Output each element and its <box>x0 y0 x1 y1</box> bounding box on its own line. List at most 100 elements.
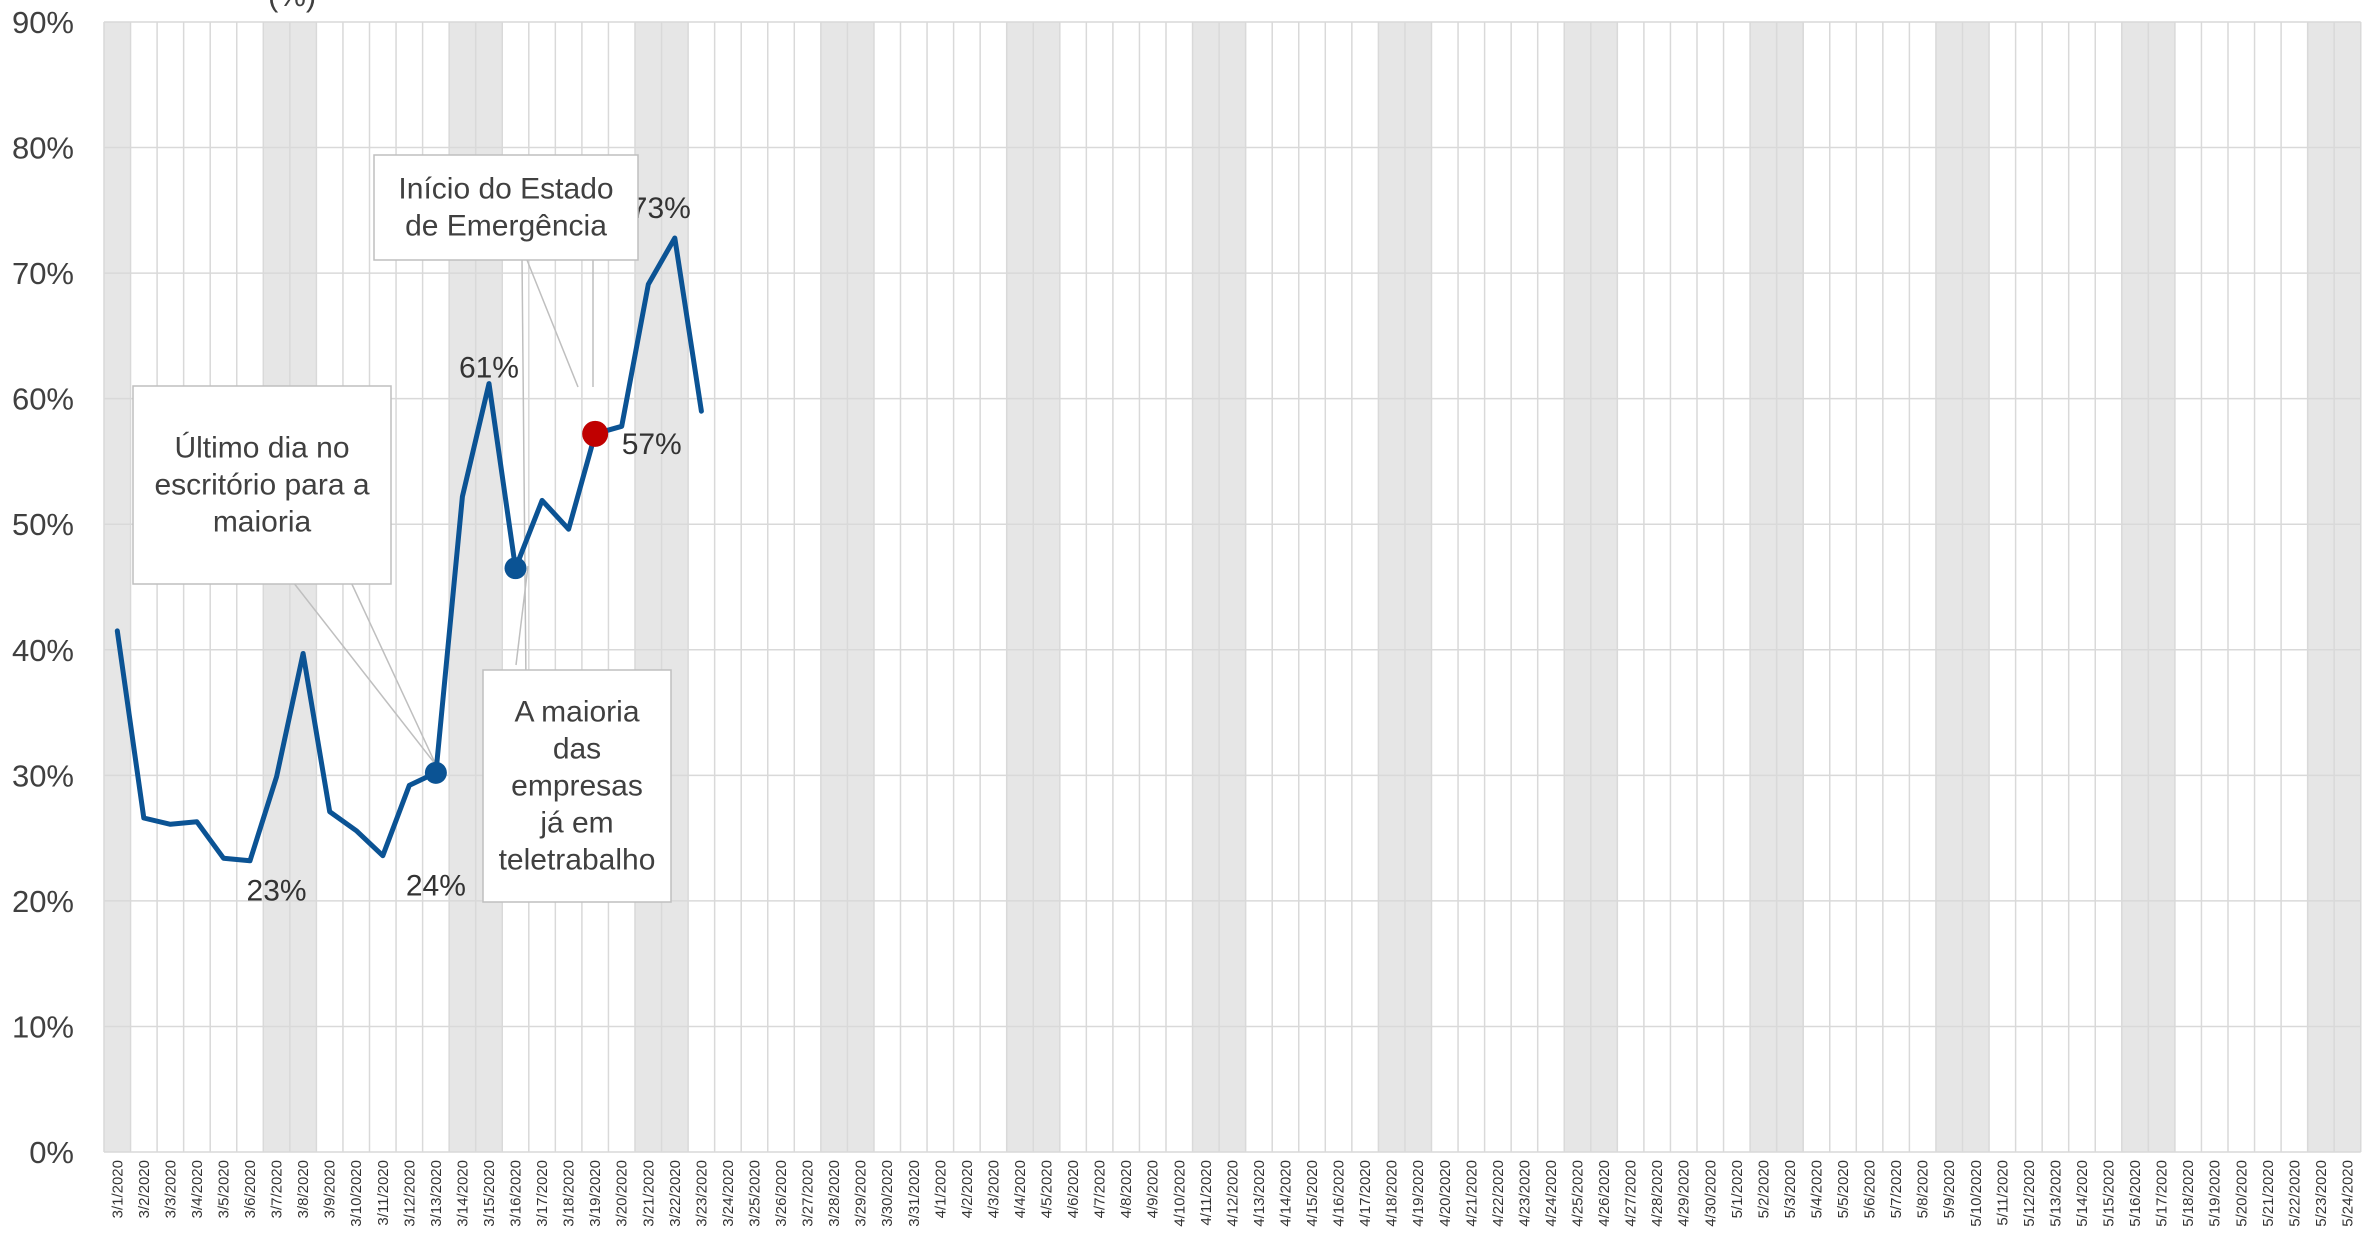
data-label: 57% <box>622 428 682 461</box>
x-tick-label: 4/2/2020 <box>959 1160 976 1218</box>
x-tick-label: 5/24/2020 <box>2339 1160 2356 1227</box>
x-tick-label: 3/25/2020 <box>746 1160 763 1227</box>
x-tick-label: 4/24/2020 <box>1543 1160 1560 1227</box>
x-tick-label: 5/13/2020 <box>2047 1160 2064 1227</box>
x-tick-label: 4/4/2020 <box>1012 1160 1029 1218</box>
x-tick-label: 3/14/2020 <box>454 1160 471 1227</box>
data-label: 73% <box>631 192 691 225</box>
x-tick-label: 3/9/2020 <box>322 1160 339 1218</box>
y-tick-label: 80% <box>12 131 74 166</box>
x-tick-label: 3/23/2020 <box>693 1160 710 1227</box>
x-tick-label: 5/8/2020 <box>1915 1160 1932 1218</box>
x-tick-label: 5/11/2020 <box>1994 1160 2011 1226</box>
x-tick-label: 3/12/2020 <box>401 1160 418 1227</box>
leader-line <box>526 259 579 388</box>
x-tick-label: 4/9/2020 <box>1145 1160 1162 1218</box>
x-tick-label: 5/7/2020 <box>1888 1160 1905 1218</box>
x-tick-label: 4/8/2020 <box>1118 1160 1135 1218</box>
data-label: 24% <box>406 870 466 903</box>
x-tick-label: 4/13/2020 <box>1251 1160 1268 1227</box>
leader-line <box>515 565 529 666</box>
x-tick-label: 3/18/2020 <box>561 1160 578 1227</box>
callout-text: das <box>553 733 601 766</box>
x-tick-label: 5/18/2020 <box>2180 1160 2197 1227</box>
data-point-marker <box>582 420 609 447</box>
x-tick-label: 4/15/2020 <box>1304 1160 1321 1227</box>
x-tick-label: 3/16/2020 <box>508 1160 525 1227</box>
x-tick-label: 4/17/2020 <box>1357 1160 1374 1227</box>
x-tick-label: 5/1/2020 <box>1729 1160 1746 1218</box>
callout-text: Início do Estado <box>398 173 613 206</box>
x-tick-label: 3/6/2020 <box>242 1160 259 1218</box>
x-tick-label: 4/1/2020 <box>932 1160 949 1218</box>
x-tick-label: 4/20/2020 <box>1437 1160 1454 1227</box>
callout-box <box>132 385 392 585</box>
x-tick-label: 4/28/2020 <box>1649 1160 1666 1227</box>
x-tick-label: 5/10/2020 <box>1968 1160 1985 1227</box>
x-tick-label: 4/12/2020 <box>1224 1160 1241 1227</box>
leader-line <box>349 579 437 766</box>
y-axis-ticks: 0% 10% 20% 30% 40% 50% 60% 70% 80% 90% <box>12 5 74 1170</box>
x-tick-label: 5/15/2020 <box>2101 1160 2118 1227</box>
x-tick-label: 4/5/2020 <box>1039 1160 1056 1218</box>
x-tick-label: 3/1/2020 <box>109 1160 126 1218</box>
x-tick-label: 4/27/2020 <box>1623 1160 1640 1227</box>
callout-text: escritório para a <box>154 469 369 502</box>
x-tick-label: 3/11/2020 <box>375 1160 392 1226</box>
callout-text: já em <box>539 807 613 840</box>
leader-line <box>521 257 527 685</box>
callout-text: Último dia no <box>174 432 349 465</box>
marker-group <box>424 420 609 784</box>
x-tick-label: 3/20/2020 <box>614 1160 631 1227</box>
x-tick-label: 4/6/2020 <box>1065 1160 1082 1218</box>
x-tick-label: 4/3/2020 <box>985 1160 1002 1218</box>
x-tick-label: 3/13/2020 <box>428 1160 445 1227</box>
x-tick-label: 4/25/2020 <box>1570 1160 1587 1227</box>
x-tick-label: 4/10/2020 <box>1171 1160 1188 1227</box>
y-tick-label: 60% <box>12 382 74 417</box>
x-tick-label: 5/4/2020 <box>1808 1160 1825 1218</box>
callout-text: de Emergência <box>405 210 607 243</box>
leader-line <box>285 572 437 766</box>
y-tick-label: 20% <box>12 884 74 919</box>
x-tick-label: 3/5/2020 <box>215 1160 232 1218</box>
x-tick-label: 4/16/2020 <box>1331 1160 1348 1227</box>
x-tick-label: 5/19/2020 <box>2207 1160 2224 1227</box>
x-tick-label: 3/8/2020 <box>295 1160 312 1218</box>
data-point-marker <box>424 761 447 784</box>
chart-title: (%) <box>268 0 316 13</box>
x-tick-label: 3/27/2020 <box>800 1160 817 1227</box>
x-tick-label: 3/26/2020 <box>773 1160 790 1227</box>
x-tick-label: 4/22/2020 <box>1490 1160 1507 1227</box>
x-tick-label: 3/4/2020 <box>189 1160 206 1218</box>
callout-text: A maioria <box>514 696 639 729</box>
x-tick-label: 4/30/2020 <box>1702 1160 1719 1227</box>
x-tick-label: 5/12/2020 <box>2021 1160 2038 1227</box>
x-tick-label: 5/16/2020 <box>2127 1160 2144 1227</box>
x-tick-label: 3/29/2020 <box>853 1160 870 1227</box>
x-tick-label: 4/21/2020 <box>1463 1160 1480 1227</box>
data-label: 23% <box>247 875 307 908</box>
x-tick-label: 5/22/2020 <box>2286 1160 2303 1227</box>
callout-text: teletrabalho <box>499 844 656 877</box>
x-tick-label: 4/7/2020 <box>1092 1160 1109 1218</box>
x-tick-label: 3/3/2020 <box>162 1160 179 1218</box>
callout-text: maioria <box>213 506 312 539</box>
x-tick-label: 3/30/2020 <box>879 1160 896 1227</box>
x-tick-label: 5/20/2020 <box>2233 1160 2250 1227</box>
callout-leaders <box>285 257 594 766</box>
x-tick-label: 3/17/2020 <box>534 1160 551 1227</box>
gridlines <box>103 21 2362 1153</box>
x-tick-label: 3/10/2020 <box>348 1160 365 1227</box>
x-tick-label: 4/29/2020 <box>1676 1160 1693 1227</box>
x-tick-label: 5/5/2020 <box>1835 1160 1852 1218</box>
x-tick-label: 3/19/2020 <box>587 1160 604 1227</box>
x-tick-label: 4/26/2020 <box>1596 1160 1613 1227</box>
x-tick-label: 5/6/2020 <box>1862 1160 1879 1218</box>
x-tick-label: 5/21/2020 <box>2260 1160 2277 1227</box>
x-tick-label: 5/14/2020 <box>2074 1160 2091 1227</box>
y-tick-label: 70% <box>12 256 74 291</box>
x-tick-label: 4/19/2020 <box>1410 1160 1427 1227</box>
x-tick-label: 3/2/2020 <box>136 1160 153 1218</box>
data-label: 61% <box>459 352 519 385</box>
